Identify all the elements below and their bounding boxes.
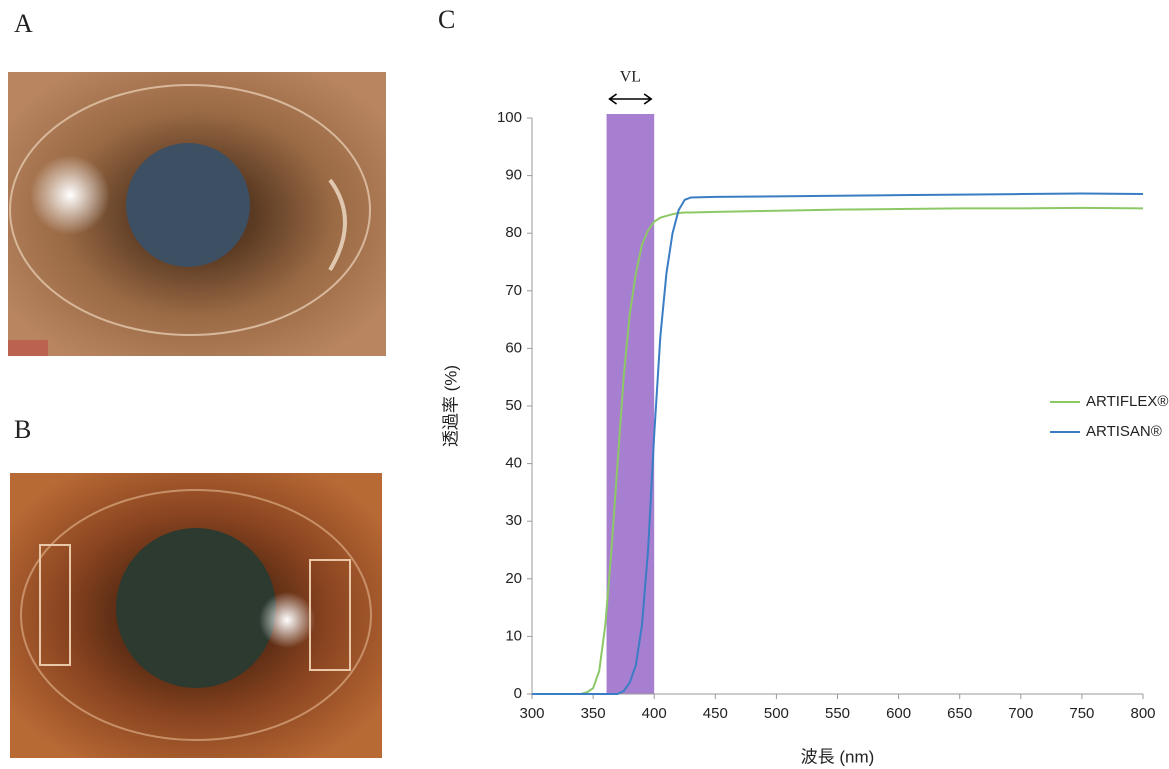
x-tick-label: 450 (703, 705, 728, 722)
band-arrow (610, 94, 652, 104)
y-tick-label: 80 (505, 224, 522, 241)
x-tick-label: 400 (642, 705, 667, 722)
x-tick-label: 650 (947, 705, 972, 722)
band-label: VL (620, 69, 641, 86)
chart: VL 0 10 20 30 40 50 60 70 80 90 100 300 350 400 450 500 5… (441, 69, 1168, 767)
y-tick-label: 30 (505, 512, 522, 529)
legend-label: ARTISAN® (1086, 423, 1162, 440)
panel-label: C (438, 5, 455, 34)
x-tick-label: 300 (519, 705, 544, 722)
y-tick-label: 70 (505, 282, 522, 299)
x-tick-label: 550 (825, 705, 850, 722)
x-tick-label: 600 (886, 705, 911, 722)
legend-label: ARTIFLEX® (1086, 393, 1168, 410)
x-tick-label: 700 (1008, 705, 1033, 722)
panel-label: B (14, 415, 31, 444)
x-tick-label: 800 (1130, 705, 1155, 722)
y-tick-label: 20 (505, 570, 522, 587)
panel-label: A (14, 9, 33, 38)
band (607, 114, 655, 694)
x-tick-label: 750 (1069, 705, 1094, 722)
x-axis-label: 波長 (nm) (801, 747, 875, 766)
photo-a (8, 72, 386, 356)
y-tick-label: 100 (497, 109, 522, 126)
y-axis-label: 透過率 (%) (441, 365, 460, 447)
y-tick-label: 60 (505, 339, 522, 356)
photo-b (10, 473, 382, 758)
figure: A B C VL 0 10 20 30 40 50 60 70 80 90 100 300 350 400 4… (0, 0, 1169, 769)
x-tick-label: 500 (764, 705, 789, 722)
x-tick-label: 350 (581, 705, 606, 722)
y-tick-label: 0 (514, 685, 522, 702)
y-tick-label: 10 (505, 627, 522, 644)
y-tick-label: 90 (505, 167, 522, 184)
y-tick-label: 50 (505, 397, 522, 414)
y-tick-label: 40 (505, 455, 522, 472)
